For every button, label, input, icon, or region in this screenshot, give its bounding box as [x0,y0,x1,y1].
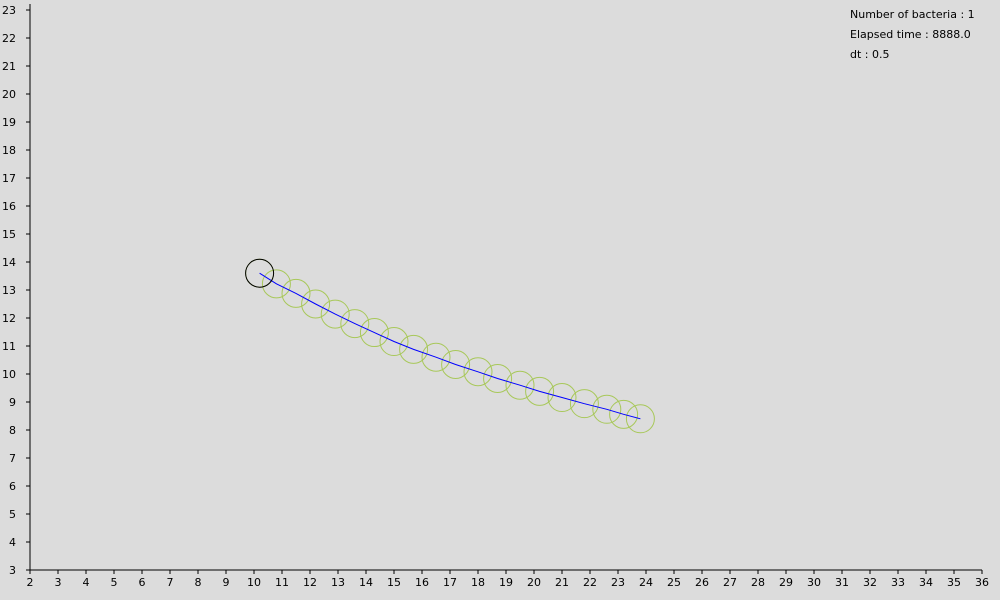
bacterium-body-segment [340,309,370,339]
bacterium-body-segment [359,318,389,348]
x-tick-label: 24 [639,576,653,589]
x-tick-label: 19 [499,576,513,589]
x-tick-label: 29 [779,576,793,589]
x-tick-label: 2 [27,576,34,589]
x-tick-label: 6 [139,576,146,589]
x-tick-label: 23 [611,576,625,589]
bacterium-body-segment [592,394,622,424]
y-tick-label: 22 [2,32,16,45]
x-tick-label: 21 [555,576,569,589]
x-tick-label: 25 [667,576,681,589]
info-panel: Number of bacteria : 1 Elapsed time : 88… [850,5,975,65]
x-tick-label: 12 [303,576,317,589]
bacterium-body-segment [525,376,555,406]
bacterium-body-segment [281,278,311,308]
axes: 2 3 4 5 6 7 8 9 10 11 12 13 14 15 16 17 18 19 20 21 22 23 24 25… [2,4,989,589]
bacterium-body [245,258,655,434]
y-tick-label: 12 [2,312,16,325]
x-tick-label: 15 [387,576,401,589]
y-tick-label: 18 [2,144,16,157]
x-tick-label: 22 [583,576,597,589]
x-tick-label: 20 [527,576,541,589]
x-tick-label: 18 [471,576,485,589]
bacterium-head-circle [245,258,275,288]
x-tick-label: 32 [863,576,877,589]
bacterium-body-segment [547,383,577,413]
y-tick-label: 17 [2,172,16,185]
bacterium-body-segment [301,289,331,319]
y-tick-label: 13 [2,284,16,297]
y-tick-label: 15 [2,228,16,241]
bacteria-count-label: Number of bacteria : 1 [850,8,975,21]
bacterium-body-segment [379,327,409,357]
bacterium-body-segment [625,404,655,434]
x-tick-label: 16 [415,576,429,589]
bacterium-body-segment [505,370,535,400]
y-tick-label: 21 [2,60,16,73]
y-tick-label: 8 [9,424,16,437]
y-tick-label: 20 [2,88,16,101]
bacterium-body-segment [609,399,639,429]
x-tick-label: 30 [807,576,821,589]
bacterium-body-segment [320,299,350,329]
y-tick-label: 6 [9,480,16,493]
x-tick-label: 28 [751,576,765,589]
x-tick-label: 17 [443,576,457,589]
y-tick-label: 11 [2,340,16,353]
y-tick-label: 4 [9,536,16,549]
y-tick-label: 23 [2,4,16,17]
bacterium-body-segment [261,269,291,299]
trajectory-line [259,272,641,420]
y-tick-label: 7 [9,452,16,465]
bacterium-body-segment [399,334,429,364]
x-tick-label: 8 [195,576,202,589]
x-tick-label: 34 [919,576,933,589]
dt-label: dt : 0.5 [850,48,890,61]
x-tick-label: 35 [947,576,961,589]
y-tick-label: 3 [9,564,16,577]
y-tick-label: 10 [2,368,16,381]
x-tick-label: 10 [247,576,261,589]
x-tick-label: 9 [223,576,230,589]
y-tick-label: 19 [2,116,16,129]
x-tick-label: 3 [55,576,62,589]
elapsed-time-label: Elapsed time : 8888.0 [850,28,971,41]
bacterium-body-segment [421,342,451,372]
y-tick-label: 16 [2,200,16,213]
x-tick-label: 14 [359,576,373,589]
x-tick-label: 13 [331,576,345,589]
x-tick-label: 11 [275,576,289,589]
x-tick-label: 31 [835,576,849,589]
bacterium-body-segment [441,349,471,379]
x-tick-label: 4 [83,576,90,589]
bacterium-head [245,258,275,288]
x-tick-label: 26 [695,576,709,589]
y-tick-label: 9 [9,396,16,409]
bacterium-body-segment [569,389,599,419]
y-tick-label: 14 [2,256,16,269]
x-tick-label: 33 [891,576,905,589]
x-tick-label: 7 [167,576,174,589]
bacterium-trajectory [259,272,641,420]
y-tick-label: 5 [9,508,16,521]
bacterium-body-segment [463,357,493,387]
x-tick-label: 36 [975,576,989,589]
x-tick-label: 5 [111,576,118,589]
x-tick-label: 27 [723,576,737,589]
bacterium-body-segment [483,363,513,393]
